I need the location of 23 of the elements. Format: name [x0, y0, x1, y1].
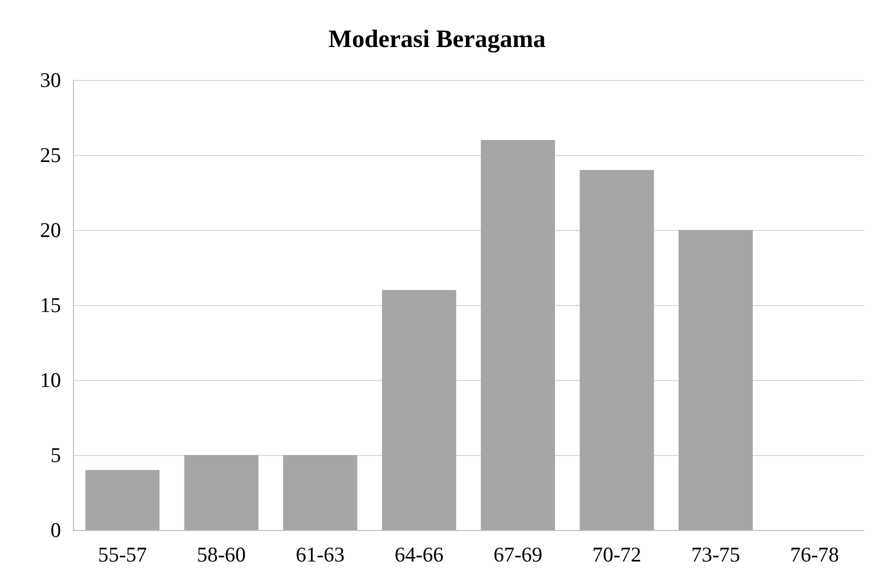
- chart-title: Moderasi Beragama: [328, 26, 546, 53]
- x-tick-label: 76-78: [790, 542, 840, 566]
- x-tick-label: 73-75: [691, 542, 740, 566]
- x-tick-label: 55-57: [98, 542, 147, 566]
- x-tick-label: 67-69: [493, 542, 542, 566]
- y-tick-label: 0: [50, 518, 61, 542]
- y-tick-label: 10: [40, 368, 61, 392]
- y-tick-label: 25: [40, 143, 61, 167]
- y-tick-label: 5: [50, 443, 61, 467]
- y-tick-label: 30: [40, 68, 61, 92]
- x-tick-label: 61-63: [296, 542, 345, 566]
- x-tick-label: 58-60: [196, 542, 246, 566]
- bar: [580, 170, 654, 530]
- bar: [184, 455, 258, 530]
- bar: [678, 230, 753, 530]
- x-tick-label: 64-66: [394, 542, 444, 566]
- bar: [382, 290, 456, 530]
- x-tick-label: 70-72: [592, 542, 642, 566]
- y-tick-label: 20: [40, 218, 61, 242]
- y-tick-label: 15: [40, 293, 61, 317]
- bar: [283, 455, 358, 530]
- bar: [85, 470, 160, 530]
- bar: [480, 140, 556, 530]
